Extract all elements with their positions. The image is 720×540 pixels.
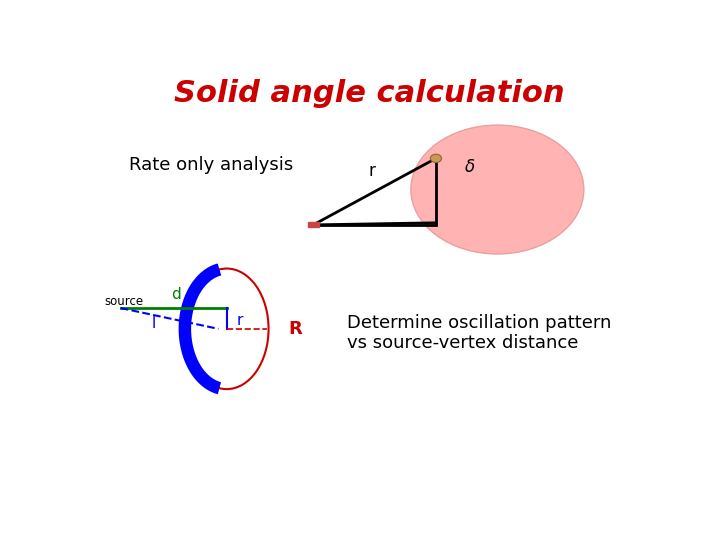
- Text: Rate only analysis: Rate only analysis: [129, 156, 293, 173]
- Text: r: r: [369, 162, 375, 180]
- Circle shape: [431, 154, 441, 163]
- Circle shape: [411, 125, 584, 254]
- Text: l: l: [152, 316, 156, 331]
- Text: R: R: [288, 320, 302, 338]
- Text: Solid angle calculation: Solid angle calculation: [174, 79, 564, 109]
- Text: Determine oscillation pattern
vs source-vertex distance: Determine oscillation pattern vs source-…: [347, 314, 611, 353]
- Text: d: d: [171, 287, 181, 302]
- Text: $\delta$: $\delta$: [464, 158, 475, 176]
- Text: source: source: [104, 295, 143, 308]
- Bar: [307, 222, 319, 227]
- Text: r: r: [236, 313, 243, 328]
